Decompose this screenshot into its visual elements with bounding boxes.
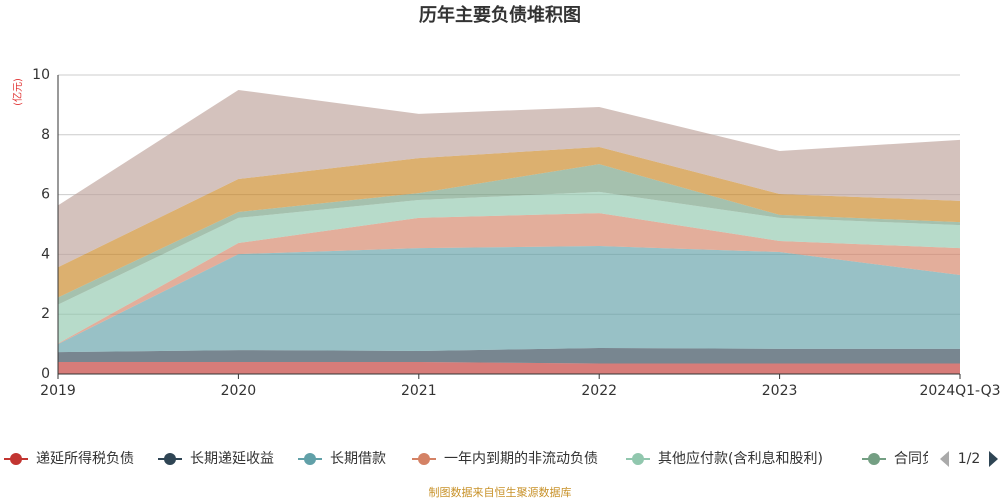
legend-label: 其他应付款(含利息和股利) bbox=[658, 450, 823, 467]
area bbox=[58, 246, 960, 353]
x-tick-label: 2023 bbox=[762, 383, 798, 399]
area bbox=[58, 362, 960, 374]
area bbox=[58, 213, 960, 345]
area bbox=[58, 164, 960, 305]
legend-symbol bbox=[10, 453, 22, 465]
legend-label: 递延所得税负债 bbox=[36, 450, 134, 467]
y-tick-label: 6 bbox=[41, 187, 50, 203]
area bbox=[58, 191, 960, 344]
legend-label: 一年内到期的非流动负债 bbox=[444, 451, 598, 467]
legend-symbol bbox=[868, 453, 880, 465]
legend-next[interactable] bbox=[989, 451, 998, 467]
area bbox=[58, 147, 960, 298]
y-tick-label: 4 bbox=[41, 246, 50, 262]
y-tick-label: 8 bbox=[41, 127, 50, 143]
x-tick-label: 2024Q1-Q3 bbox=[919, 383, 1000, 399]
legend-symbol bbox=[418, 453, 430, 465]
y-axis-label: (亿元) bbox=[11, 78, 24, 106]
legend-symbol bbox=[304, 453, 316, 465]
x-tick-label: 2022 bbox=[581, 383, 617, 399]
legend: 递延所得税负债 长期递延收益 长期借款 一年内到期的非流动负债 其他应付款(含利息和股利… bbox=[4, 450, 950, 467]
legend-page: 1/2 bbox=[958, 451, 981, 467]
legend-label: 长期借款 bbox=[330, 451, 386, 467]
chart-title: 历年主要负债堆积图 bbox=[419, 4, 581, 26]
y-tick-label: 0 bbox=[41, 366, 50, 382]
y-tick-label: 2 bbox=[41, 306, 50, 322]
x-tick-label: 2019 bbox=[40, 383, 76, 399]
legend-symbol bbox=[164, 453, 176, 465]
legend-label: 长期递延收益 bbox=[190, 451, 274, 467]
legend-label: 合同负债 bbox=[894, 451, 950, 467]
x-tick-label: 2020 bbox=[221, 383, 257, 399]
area bbox=[58, 89, 960, 268]
source-note: 制图数据来自恒生聚源数据库 bbox=[429, 485, 572, 499]
legend-symbol bbox=[632, 453, 644, 465]
area bbox=[58, 347, 960, 364]
x-tick-label: 2021 bbox=[401, 383, 437, 399]
plot: 0 2 4 6 8 10 2019 2020 2021 2022 2023 2024Q1-Q3 bbox=[32, 67, 1000, 399]
legend-prev[interactable] bbox=[940, 451, 949, 467]
y-tick-label: 10 bbox=[32, 67, 50, 83]
